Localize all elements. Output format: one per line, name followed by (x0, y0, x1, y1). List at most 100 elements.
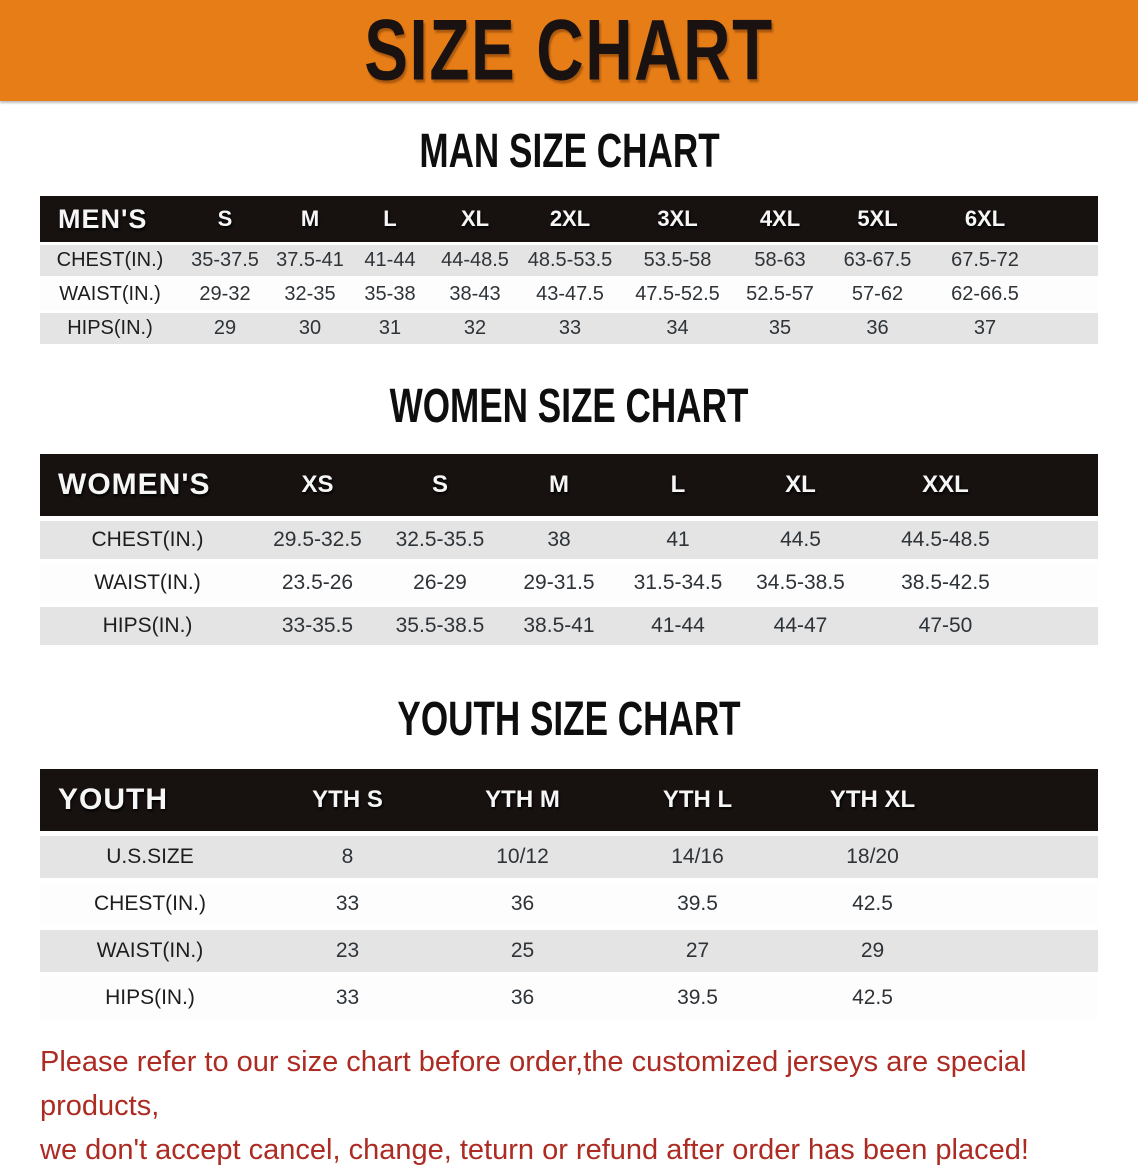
value-cell: 38.5-41 (523, 614, 595, 637)
filler-cell (960, 977, 1098, 1019)
value-cell: 36 (510, 892, 535, 915)
filler-cell (960, 930, 1098, 972)
filler-cell (1028, 564, 1098, 602)
value-cell: 37.5-41 (276, 249, 344, 271)
value-cell: 41-44 (651, 614, 705, 637)
table-row: CHEST(IN.) 35-37.5 37.5-41 41-44 44-48.5 48.5… (40, 245, 1098, 276)
women-section-heading-text: WOMEN SIZE CHART (389, 377, 749, 433)
filler-cell (1028, 521, 1098, 559)
row-label: WAIST(IN.) (96, 939, 204, 962)
value-cell: 53.5-58 (643, 249, 712, 271)
value-cell: 18/20 (846, 845, 899, 868)
column-header: XXL (922, 471, 969, 498)
value-cell: 36 (866, 317, 889, 339)
value-cell: 32-35 (284, 283, 336, 305)
value-cell: 29.5-32.5 (273, 528, 362, 551)
table-row: HIPS(IN.) 33-35.5 35.5-38.5 38.5-41 41-44 44-… (40, 607, 1098, 645)
value-cell: 29 (213, 317, 237, 339)
column-header: S (431, 471, 448, 498)
column-header: S (217, 206, 233, 231)
row-label: CHEST(IN.) (56, 249, 164, 271)
row-label: HIPS(IN.) (105, 986, 195, 1009)
value-cell: 62-66.5 (951, 283, 1019, 305)
column-header: XL (785, 471, 816, 498)
column-header: XL (460, 206, 490, 231)
filler-cell (1040, 196, 1098, 242)
value-cell: 33 (335, 892, 360, 915)
value-cell: 32.5-35.5 (395, 528, 485, 551)
column-header: L (383, 206, 397, 231)
men-section-heading: MAN SIZE CHART (0, 126, 1138, 176)
women-size-table: WOMEN'S XS S M L XL XXL CHEST(IN.) 29.5-32.5 32.5… (40, 449, 1098, 650)
filler-cell (1040, 245, 1098, 276)
column-header: 2XL (549, 206, 591, 231)
value-cell: 27 (685, 939, 710, 962)
value-cell: 39.5 (677, 892, 718, 915)
value-cell: 29-32 (199, 283, 251, 305)
value-cell: 31 (378, 317, 402, 339)
value-cell: 38-43 (449, 283, 501, 305)
value-cell: 8 (341, 845, 354, 868)
row-label: CHEST(IN.) (94, 892, 206, 915)
table-row: CHEST(IN.) 33 36 39.5 42.5 (40, 883, 1098, 925)
value-cell: 23.5-26 (281, 571, 354, 594)
value-cell: 58-63 (754, 249, 806, 271)
filler-cell (1040, 279, 1098, 310)
row-label: WAIST(IN.) (94, 571, 201, 594)
youth-section-heading: YOUTH SIZE CHART (0, 690, 1138, 746)
table-header-row: MEN'S S M L XL 2XL 3XL 4XL 5XL 6XL (40, 196, 1098, 242)
value-cell: 38.5-42.5 (901, 571, 990, 594)
column-header: YTH S (312, 786, 383, 813)
row-label: HIPS(IN.) (102, 614, 193, 637)
filler-cell (1040, 313, 1098, 344)
value-cell: 41-44 (364, 249, 416, 271)
table-row: WAIST(IN.) 23 25 27 29 (40, 930, 1098, 972)
value-cell: 32 (463, 317, 487, 339)
value-cell: 43-47.5 (536, 283, 604, 305)
filler-cell (960, 769, 1098, 831)
column-header: 4XL (759, 206, 801, 231)
column-header: 3XL (657, 206, 698, 231)
value-cell: 25 (510, 939, 535, 962)
value-cell: 33 (558, 317, 582, 339)
table-row: WAIST(IN.) 23.5-26 26-29 29-31.5 31.5-34.5 34… (40, 564, 1098, 602)
column-header: M (549, 471, 569, 498)
value-cell: 33 (335, 986, 360, 1009)
column-header: M (300, 206, 320, 231)
filler-cell (960, 883, 1098, 925)
column-header: YTH XL (829, 786, 916, 813)
value-cell: 41 (666, 528, 690, 551)
youth-section-heading-text: YOUTH SIZE CHART (397, 690, 741, 746)
youth-size-table: YOUTH YTH S YTH M YTH L YTH XL U.S.SIZE 8 10/12… (40, 764, 1098, 1024)
value-cell: 67.5-72 (951, 249, 1019, 271)
table-row: U.S.SIZE 8 10/12 14/16 18/20 (40, 836, 1098, 878)
value-cell: 48.5-53.5 (527, 249, 613, 271)
table-header-row: WOMEN'S XS S M L XL XXL (40, 454, 1098, 516)
value-cell: 14/16 (671, 845, 724, 868)
order-policy-note: Please refer to our size chart before or… (0, 1040, 1138, 1172)
value-cell: 52.5-57 (746, 283, 814, 305)
column-header: 5XL (857, 206, 898, 231)
value-cell: 35-38 (364, 283, 416, 305)
table-corner-label: WOMEN'S (58, 468, 211, 501)
table-row: HIPS(IN.) 33 36 39.5 42.5 (40, 977, 1098, 1019)
value-cell: 35-37.5 (191, 249, 259, 271)
value-cell: 44.5 (780, 528, 821, 551)
table-corner-label: MEN'S (58, 203, 148, 234)
women-section-heading: WOMEN SIZE CHART (0, 377, 1138, 433)
row-label: CHEST(IN.) (91, 528, 204, 551)
table-row: WAIST(IN.) 29-32 32-35 35-38 38-43 43-47.5 47.… (40, 279, 1098, 310)
table-row: HIPS(IN.) 29 30 31 32 33 34 35 36 37 (40, 313, 1098, 344)
row-label: HIPS(IN.) (67, 317, 153, 339)
value-cell: 30 (298, 317, 322, 339)
table-corner-label: YOUTH (58, 783, 168, 816)
column-header: YTH L (662, 786, 733, 813)
value-cell: 26-29 (413, 571, 467, 594)
column-header: YTH M (485, 786, 560, 813)
column-header: XS (301, 471, 334, 498)
value-cell: 33-35.5 (281, 614, 354, 637)
value-cell: 23 (335, 939, 360, 962)
value-cell: 42.5 (852, 986, 893, 1009)
value-cell: 35.5-38.5 (395, 614, 485, 637)
value-cell: 29-31.5 (523, 571, 595, 594)
